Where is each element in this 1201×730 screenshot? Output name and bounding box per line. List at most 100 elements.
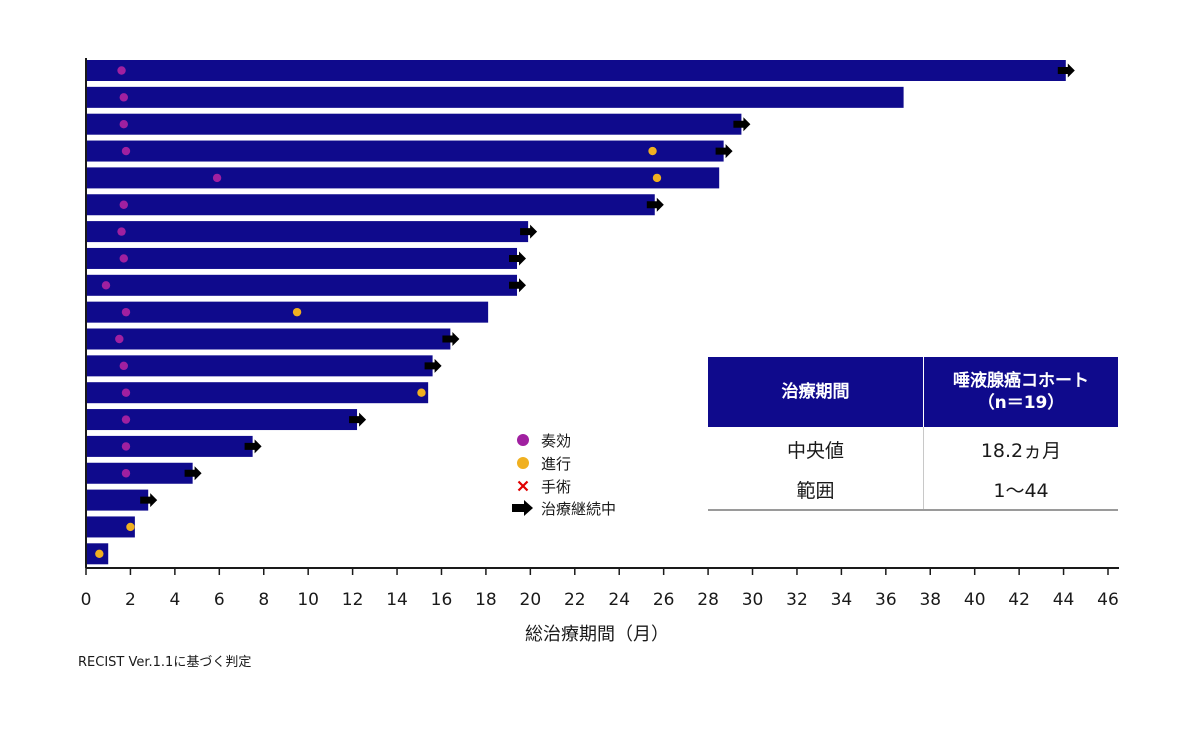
response-marker <box>119 200 128 209</box>
legend-ongoing-icon <box>512 500 533 516</box>
footnote: RECIST Ver.1.1に基づく判定 <box>78 655 252 670</box>
x-tick-label: 4 <box>169 590 180 610</box>
progression-marker <box>648 146 657 156</box>
ongoing-arrow-icon <box>715 144 733 159</box>
x-tick-label: 36 <box>875 590 897 610</box>
x-tick-label: 26 <box>653 590 675 610</box>
response-marker <box>121 442 131 451</box>
response-marker <box>119 93 128 102</box>
patient-bar <box>86 221 529 243</box>
x-tick-label: 30 <box>742 590 764 610</box>
legend-surgery-icon <box>517 480 529 492</box>
legend-response-label: 奏効 <box>541 432 571 450</box>
x-tick-label: 6 <box>214 590 225 610</box>
ongoing-arrow-icon <box>520 224 538 239</box>
x-tick-label: 24 <box>608 590 630 610</box>
response-marker <box>117 227 126 236</box>
patient-bar <box>86 328 451 350</box>
summary-row-range: 範囲 1～44 <box>708 469 1118 511</box>
ongoing-arrow-icon <box>184 466 202 481</box>
response-marker <box>121 146 131 156</box>
progression-marker <box>95 549 104 558</box>
summary-header-cohort: 唾液腺癌コホート （n＝19） <box>923 357 1118 427</box>
axes <box>85 58 1119 569</box>
response-marker <box>212 173 222 183</box>
x-tick-label: 34 <box>831 590 853 610</box>
summary-header-period: 治療期間 <box>708 357 924 427</box>
response-marker <box>119 120 128 129</box>
ongoing-arrow-icon <box>509 251 526 266</box>
range-value: 1～44 <box>923 469 1118 511</box>
x-tick-label: 18 <box>475 590 497 610</box>
ongoing-arrow-icon <box>509 278 526 293</box>
patient-bar <box>86 355 433 377</box>
x-axis-title: 総治療期間（月） <box>525 624 669 645</box>
response-marker <box>119 254 128 263</box>
range-label: 範囲 <box>708 469 924 511</box>
ongoing-arrow-icon <box>1057 63 1075 78</box>
cohort-n: （n＝19） <box>977 393 1065 413</box>
progression-marker <box>652 173 662 183</box>
ongoing-arrow-icon <box>646 197 664 212</box>
progression-marker <box>126 522 135 532</box>
progression-marker <box>292 307 302 317</box>
response-marker <box>117 66 126 75</box>
x-tick-label: 44 <box>1053 590 1075 610</box>
x-tick-label: 20 <box>520 590 542 610</box>
median-label: 中央値 <box>708 427 924 469</box>
ongoing-arrow-icon <box>244 439 262 454</box>
x-tick-label: 42 <box>1008 590 1030 610</box>
x-tick-label: 16 <box>431 590 453 610</box>
legend-progression-icon <box>517 457 529 469</box>
response-marker <box>115 334 124 344</box>
legend-surgery-label: 手術 <box>541 478 571 496</box>
ongoing-arrow-icon <box>424 358 442 373</box>
response-marker <box>121 469 131 478</box>
response-marker <box>119 361 128 371</box>
x-tick-label: 46 <box>1097 590 1119 610</box>
patient-bar <box>86 409 358 431</box>
ongoing-arrow-icon <box>733 117 751 132</box>
legend: 奏効 進行 手術 治療継続中 <box>512 432 616 518</box>
patient-bar <box>86 489 149 511</box>
x-tick-label: 10 <box>297 590 319 610</box>
patient-bar <box>86 382 429 404</box>
ongoing-arrow-icon <box>140 493 158 508</box>
x-tick-label: 28 <box>697 590 719 610</box>
patient-bar <box>86 435 253 457</box>
x-tick-label: 40 <box>964 590 986 610</box>
x-tick-label: 12 <box>342 590 364 610</box>
legend-ongoing-label: 治療継続中 <box>541 500 616 518</box>
response-marker <box>121 415 131 424</box>
x-tick-label: 8 <box>258 590 269 610</box>
patient-bar <box>86 167 720 189</box>
legend-response-icon <box>517 434 529 446</box>
patient-bar <box>86 60 1066 81</box>
patient-bar <box>86 86 904 108</box>
patient-bar <box>86 247 518 269</box>
patient-bars <box>86 60 1075 565</box>
patient-bar <box>86 462 193 484</box>
x-tick-label: 14 <box>386 590 408 610</box>
ongoing-arrow-icon <box>349 412 367 427</box>
patient-bar <box>86 516 135 538</box>
summary-table: 治療期間 唾液腺癌コホート （n＝19） 中央値 18.2ヵ月 範囲 1～44 <box>708 357 1118 511</box>
x-tick-label: 0 <box>81 590 92 610</box>
legend-progression-label: 進行 <box>541 455 571 473</box>
x-tick-label: 22 <box>564 590 586 610</box>
x-tick-label: 2 <box>125 590 136 610</box>
summary-header-row: 治療期間 唾液腺癌コホート （n＝19） <box>708 357 1118 427</box>
patient-bar <box>86 274 518 296</box>
response-marker <box>121 388 131 397</box>
patient-bar <box>86 301 489 323</box>
median-value: 18.2ヵ月 <box>980 439 1062 462</box>
x-axis-ticks: 0 2 4 6 8 10 12 14 16 18 20 22 24 26 28 30 32 34 36 38 40 42 4… <box>81 568 1119 610</box>
patient-bar <box>86 140 724 162</box>
patient-bar <box>86 113 742 135</box>
cohort-name: 唾液腺癌コホート <box>953 370 1089 391</box>
patient-bar <box>86 194 655 216</box>
response-marker <box>101 281 111 290</box>
progression-marker <box>417 388 426 397</box>
x-tick-label: 32 <box>786 590 808 610</box>
